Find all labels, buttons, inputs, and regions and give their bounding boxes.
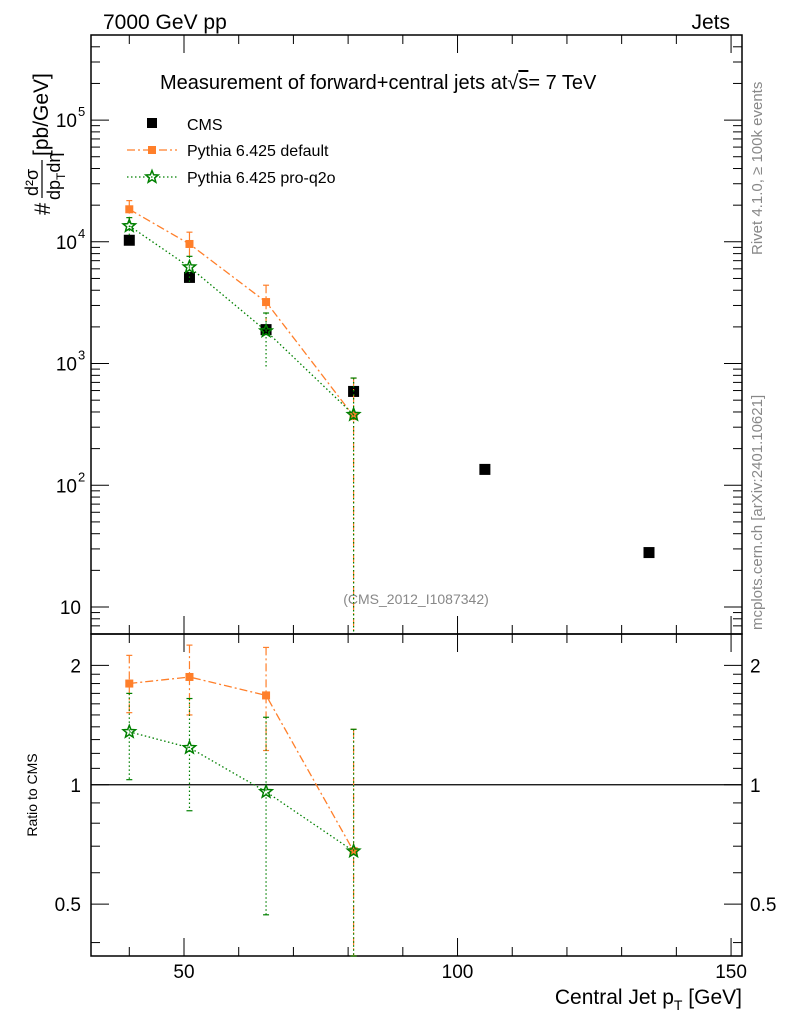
main-y-tick-label: 10 <box>56 111 77 132</box>
pythia-proq2o-main-line <box>128 225 355 416</box>
pythia-default-main-point <box>262 298 271 307</box>
main-y-tick-exponent: 5 <box>78 104 85 119</box>
ratio-y-axis-label: Ratio to CMS <box>24 753 40 836</box>
pythia-proq2o-ratio-point <box>121 723 138 739</box>
ratio-y-tick-label-right: 1 <box>750 776 761 797</box>
legend-marker-pythia-default <box>148 146 156 154</box>
pythia-proq2o-main-point <box>121 217 138 233</box>
pythia-default-ratio-line <box>129 676 355 852</box>
header-right: Jets <box>691 11 730 34</box>
main-y-tick-exponent: 3 <box>78 348 85 363</box>
pythia-proq2o-ratio-point <box>257 783 275 799</box>
pythia-proq2o-main-point <box>257 322 275 338</box>
svg-text:#: # <box>30 202 55 215</box>
pythia-default-ratio-point <box>125 679 134 688</box>
main-y-tick-label: 10 <box>56 355 77 376</box>
cms-data-point <box>643 547 655 559</box>
main-y-tick-exponent: 2 <box>78 469 85 484</box>
pythia-default-main-point <box>185 239 194 248</box>
cms-data-point <box>479 463 491 475</box>
pythia-default-ratio-point <box>262 691 271 700</box>
ratio-y-tick-label-left: 2 <box>70 656 81 677</box>
pythia-default-ratio-point <box>185 672 194 681</box>
pythia-default-main-line <box>128 208 355 417</box>
data-series <box>121 200 655 957</box>
pythia-proq2o-main-point <box>181 258 198 275</box>
pythia-proq2o-ratio-point <box>181 739 198 755</box>
pythia-proq2o-main-point <box>345 406 362 422</box>
legend-star-marker <box>143 168 161 184</box>
mcplots-source-label: mcplots.cern.ch [arXiv:2401.10621] <box>749 395 766 630</box>
main-y-tick-exponent: 4 <box>78 226 85 241</box>
pythia-default-main-point <box>349 412 358 421</box>
legend: CMS Pythia 6.425 default Pythia 6.425 pr… <box>127 117 336 187</box>
legend-marker-pythia-proq2o <box>143 168 161 184</box>
legend-label-cms: CMS <box>187 117 223 134</box>
ratio-y-tick-label-left: 0.5 <box>55 895 81 916</box>
chart-title: Measurement of forward+central jets at√s… <box>160 72 597 94</box>
cms-data-point <box>123 234 135 246</box>
main-y-tick-label: 10 <box>60 598 81 619</box>
main-y-tick-label: 10 <box>56 233 77 254</box>
ratio-y-tick-label-right: 2 <box>750 656 761 677</box>
header-left: 7000 GeV pp <box>103 11 227 34</box>
legend-marker-cms <box>147 118 157 128</box>
svg-text:d²σ: d²σ <box>22 169 42 196</box>
ratio-plot-frame <box>90 633 743 957</box>
pythia-proq2o-ratio-point <box>345 842 362 859</box>
x-tick-label: 150 <box>715 962 747 983</box>
legend-label-pythia-default: Pythia 6.425 default <box>187 143 329 160</box>
analysis-tag: (CMS_2012_I1087342) <box>343 591 489 607</box>
x-tick-label: 50 <box>173 962 194 983</box>
ratio-y-tick-label-left: 1 <box>70 776 81 797</box>
legend-label-pythia-proq2o: Pythia 6.425 pro-q2o <box>187 170 336 187</box>
x-tick-label: 100 <box>442 962 474 983</box>
main-y-tick-label: 10 <box>56 476 77 497</box>
svg-text:dpTdη: dpTdη <box>44 153 68 200</box>
pythia-proq2o-ratio-line <box>129 731 354 852</box>
ratio-y-tick-label-right: 0.5 <box>750 895 776 916</box>
main-y-axis-label: # d²σ dpTdη [pb/GeV] <box>22 73 68 215</box>
svg-text:[pb/GeV]: [pb/GeV] <box>30 73 53 156</box>
x-axis-label: Central Jet pT [GeV] <box>555 986 742 1013</box>
rivet-version-label: Rivet 4.1.0, ≥ 100k events <box>749 82 766 255</box>
pythia-default-main-point <box>125 205 134 214</box>
